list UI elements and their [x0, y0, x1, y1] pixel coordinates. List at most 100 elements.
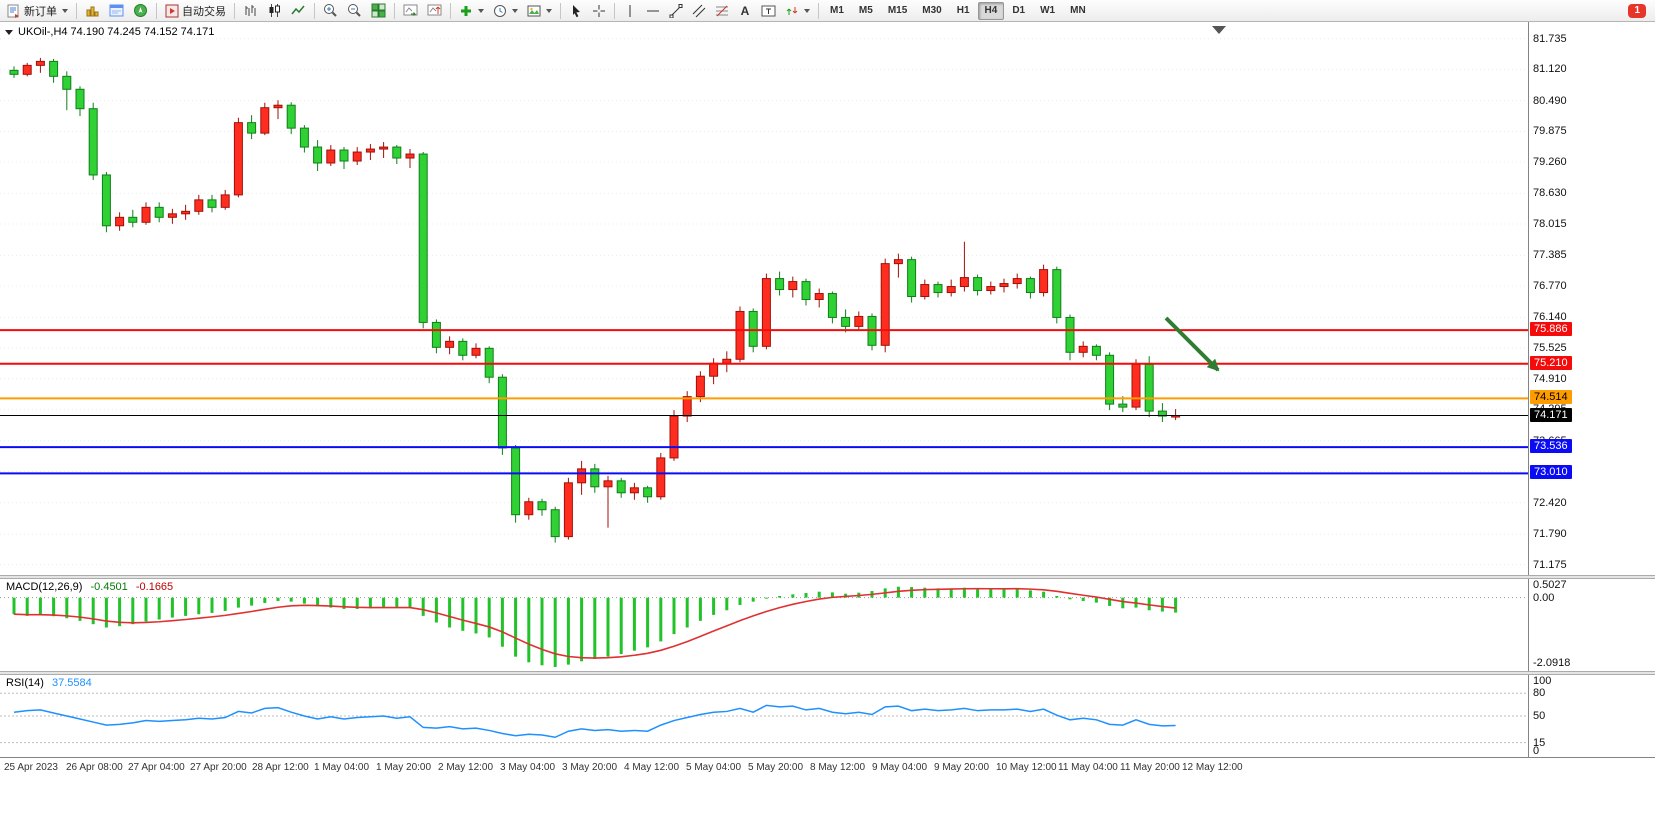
one-click-trading-toggle[interactable] — [5, 29, 13, 35]
candle — [814, 288, 824, 308]
panel-splitter[interactable] — [0, 671, 1655, 675]
candle — [260, 102, 270, 136]
crosshair-icon — [593, 4, 605, 17]
candle — [973, 274, 983, 296]
candlestick-mode-button[interactable] — [263, 1, 286, 21]
arrow-shapes-icon — [786, 6, 798, 15]
candle — [286, 102, 296, 135]
time-axis-label: 25 Apr 2023 — [4, 762, 58, 773]
macd-histogram-bar — [78, 597, 82, 621]
data-window-button[interactable] — [105, 1, 128, 21]
timeframe-button-H1[interactable]: H1 — [950, 2, 977, 20]
candle — [418, 152, 428, 329]
macd-histogram-bar — [474, 597, 478, 634]
candle — [62, 71, 72, 111]
candle — [458, 338, 468, 361]
candle — [392, 145, 402, 164]
chevron-down-icon — [512, 8, 518, 13]
macd-histogram-bar — [434, 597, 438, 623]
horizontal-line-tool-button[interactable] — [642, 1, 664, 21]
price-tag-74.514: 74.514 — [1530, 390, 1572, 405]
tile-windows-button[interactable] — [367, 1, 390, 21]
candle — [299, 125, 309, 153]
price-tag-75.210: 75.210 — [1530, 355, 1572, 370]
chart-shift-marker[interactable] — [1212, 26, 1226, 34]
fibonacci-icon — [716, 5, 728, 16]
autotrading-button[interactable]: 自动交易 — [161, 1, 230, 21]
rsi-axis: 100 80 50 15 0 — [1529, 675, 1655, 757]
candlestick-chart[interactable] — [0, 22, 1528, 575]
timeframe-button-M1[interactable]: M1 — [823, 2, 851, 20]
price-axis[interactable]: 81.735 81.120 80.490 79.875 79.260 78.630 78.0… — [1529, 22, 1655, 757]
rsi-value: 37.5584 — [51, 677, 92, 689]
candle — [313, 140, 323, 171]
candle — [115, 212, 125, 231]
timeframe-button-H4[interactable]: H4 — [977, 1, 1005, 20]
macd-histogram-bar — [566, 597, 570, 665]
navigator-button[interactable] — [129, 1, 152, 21]
notification-badge[interactable]: 1 — [1628, 3, 1646, 18]
chevron-down-icon — [62, 8, 68, 13]
panel-splitter[interactable] — [0, 575, 1655, 579]
timeframe-button-D1[interactable]: D1 — [1005, 2, 1032, 20]
macd-histogram-bar — [1160, 597, 1164, 612]
price-tag-74.171: 74.171 — [1530, 407, 1572, 422]
candle — [1039, 264, 1049, 297]
fibonacci-tool-button[interactable] — [711, 1, 733, 21]
zoom-out-button[interactable] — [343, 1, 366, 21]
rsi-panel[interactable] — [0, 675, 1528, 757]
candle — [788, 276, 798, 298]
candle — [656, 452, 666, 500]
toolbar-separator — [234, 2, 235, 19]
zoom-in-button[interactable] — [319, 1, 342, 21]
price-axis-label: 76.140 — [1533, 311, 1567, 324]
vertical-line-tool-button[interactable] — [619, 1, 641, 21]
macd-histogram-bar — [580, 597, 584, 662]
candle — [643, 485, 653, 503]
candle — [167, 208, 177, 224]
macd-histogram-bar — [223, 597, 227, 611]
price-axis-label: 71.790 — [1533, 528, 1567, 541]
toolbar-separator — [314, 2, 315, 19]
candlestick-chart-icon — [269, 4, 280, 17]
cursor-tool-button[interactable] — [565, 1, 587, 21]
trendline-tool-button[interactable] — [665, 1, 687, 21]
time-axis-divider — [0, 757, 1655, 758]
templates-button[interactable] — [523, 1, 556, 21]
macd-histogram-bar — [712, 597, 716, 615]
channel-tool-button[interactable] — [688, 1, 710, 21]
bar-chart-mode-button[interactable] — [239, 1, 262, 21]
new-order-button[interactable]: 新订单 — [3, 1, 72, 21]
crosshair-tool-button[interactable] — [588, 1, 610, 21]
label-tool-button[interactable] — [757, 1, 780, 21]
candle — [431, 319, 441, 354]
candle — [550, 506, 560, 543]
market-watch-button[interactable] — [81, 1, 104, 21]
macd-histogram-bar — [368, 597, 372, 609]
timeframe-button-MN[interactable]: MN — [1063, 2, 1093, 20]
timeframe-button-W1[interactable]: W1 — [1033, 2, 1062, 20]
candle — [946, 279, 956, 297]
line-chart-mode-button[interactable] — [287, 1, 310, 21]
rsi-line — [13, 704, 1176, 739]
chart-shift-button[interactable] — [423, 1, 446, 21]
indicators-button[interactable] — [455, 1, 488, 21]
macd-histogram-bar — [25, 597, 29, 616]
chevron-down-icon — [478, 8, 484, 13]
macd-histogram-bar — [250, 597, 254, 606]
text-tool-button[interactable]: A — [734, 1, 756, 21]
macd-histogram-bar — [38, 597, 42, 615]
price-tag-75.886: 75.886 — [1530, 322, 1572, 337]
periods-button[interactable] — [489, 1, 522, 21]
toolbar-separator — [394, 2, 395, 19]
time-axis[interactable]: 25 Apr 2023 26 Apr 08:00 27 Apr 04:00 27 Ap… — [0, 759, 1528, 777]
macd-histogram-bar — [487, 597, 491, 638]
timeframe-button-M30[interactable]: M30 — [915, 2, 948, 20]
auto-scroll-button[interactable] — [399, 1, 422, 21]
timeframe-button-M15[interactable]: M15 — [881, 2, 914, 20]
timeframe-button-M5[interactable]: M5 — [852, 2, 880, 20]
macd-panel[interactable] — [0, 579, 1528, 671]
candle — [75, 86, 85, 117]
arrows-tool-button[interactable] — [781, 1, 814, 21]
annotation-arrow[interactable] — [1164, 316, 1220, 372]
